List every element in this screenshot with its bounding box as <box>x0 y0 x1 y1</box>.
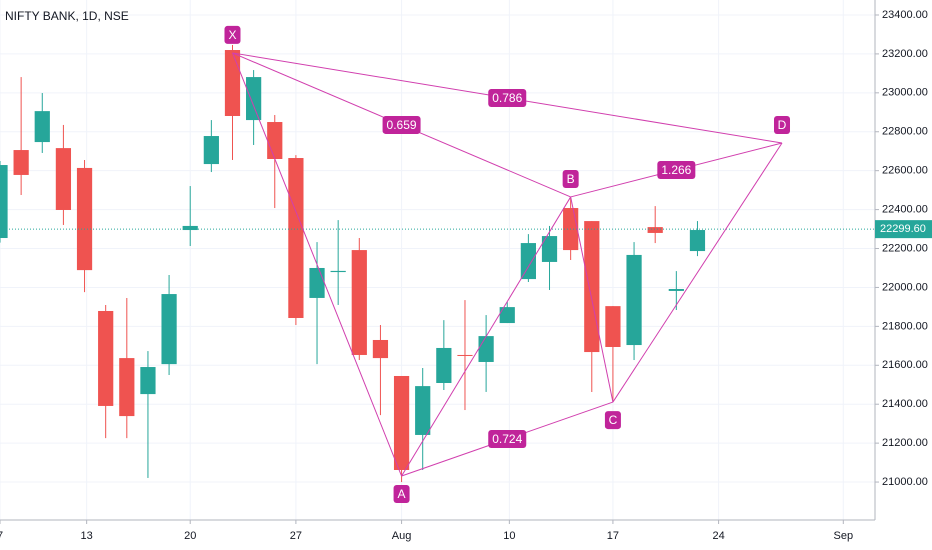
x-tick-label: Sep <box>834 530 854 542</box>
candles <box>0 44 875 483</box>
ratio-box <box>382 115 421 134</box>
last-price-tag <box>875 220 932 239</box>
candle-body <box>140 367 156 395</box>
x-tick-label: 17 <box>607 530 619 542</box>
ratio-box <box>488 430 527 449</box>
x-tick-label: 20 <box>184 530 196 542</box>
candle-body <box>119 358 135 417</box>
ratio-label: 1.266 <box>661 163 691 177</box>
pattern-leg <box>612 142 783 403</box>
candle-body <box>393 375 410 470</box>
y-tick-label: 23200.00 <box>882 48 928 60</box>
y-tick-label: 23000.00 <box>882 87 928 99</box>
last-price-label: 22299.60 <box>880 223 926 235</box>
pattern: 0.786 0.659 1.266 0.724 X A B C D <box>224 25 791 504</box>
y-tick-label: 22000.00 <box>882 281 928 293</box>
point-box <box>562 169 579 188</box>
point-box <box>224 25 241 44</box>
point-label: A <box>398 487 406 501</box>
candle-body <box>668 288 684 291</box>
candle-body <box>499 307 515 324</box>
x-tick-label: 27 <box>290 530 302 542</box>
candle-body <box>34 111 50 143</box>
ratio-box <box>657 160 696 179</box>
candle-body <box>584 221 600 353</box>
candle-body <box>55 148 72 210</box>
point-box <box>604 411 621 430</box>
point-label: D <box>778 118 787 132</box>
y-tick-label: 21600.00 <box>882 359 928 371</box>
y-tick-label: 22800.00 <box>882 126 928 138</box>
ratio-label: 0.786 <box>492 91 522 105</box>
ratio-label: 0.659 <box>387 118 417 132</box>
candle-body <box>267 122 283 159</box>
point-label: X <box>228 28 236 42</box>
candle-body <box>288 158 304 318</box>
candle-body <box>309 267 325 298</box>
candle-body <box>246 77 262 121</box>
candle-body <box>478 336 494 362</box>
y-tick-label: 21400.00 <box>882 398 928 410</box>
candle-body <box>13 150 29 175</box>
ratio-box <box>488 88 527 107</box>
x-tick-label: 24 <box>712 530 724 542</box>
ratio-label: 0.724 <box>492 432 522 446</box>
candle-body <box>182 225 198 231</box>
pattern-leg <box>401 196 572 477</box>
pattern-leg <box>570 196 614 403</box>
x-tick-label: 7 <box>0 530 3 542</box>
x-tick-label: Aug <box>392 530 412 542</box>
y-tick-label: 21200.00 <box>882 437 928 449</box>
candle-body <box>330 270 346 273</box>
candle-body <box>520 243 536 280</box>
y-tick-label: 22600.00 <box>882 165 928 177</box>
candle-body <box>647 227 663 233</box>
point-box <box>774 116 791 135</box>
candle-body <box>541 236 558 262</box>
candle-body <box>98 310 114 406</box>
pattern-leg <box>232 52 403 477</box>
y-tick-label: 22200.00 <box>882 242 928 254</box>
candle-body <box>76 167 93 271</box>
y-tick-label: 21800.00 <box>882 320 928 332</box>
candle-body <box>689 230 706 252</box>
candle-body <box>372 339 389 359</box>
candle-body <box>457 354 473 356</box>
chart-title: NIFTY BANK, 1D, NSE <box>5 9 129 23</box>
candle-body <box>415 386 431 435</box>
point-label: B <box>567 172 575 186</box>
x-tick-label: 10 <box>503 530 515 542</box>
y-tick-label: 22400.00 <box>882 204 928 216</box>
candle-body <box>605 306 621 347</box>
candle-body <box>0 165 8 239</box>
candle-body <box>203 136 219 165</box>
candle-body <box>351 250 367 355</box>
point-box <box>393 485 410 504</box>
y-tick-label: 23400.00 <box>882 9 928 21</box>
candle-body <box>436 347 452 383</box>
candle-body <box>161 294 177 365</box>
point-label: C <box>609 413 618 427</box>
candle-body <box>626 254 642 346</box>
x-tick-label: 13 <box>81 530 93 542</box>
y-tick-label: 21000.00 <box>882 476 928 488</box>
candle-body <box>224 50 241 116</box>
